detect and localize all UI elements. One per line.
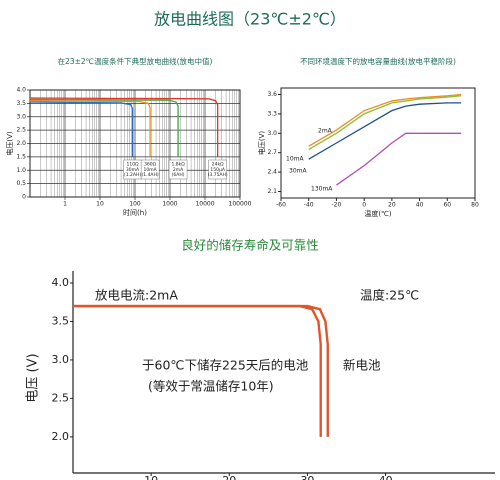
series-note: 10mA	[143, 167, 157, 173]
y-tick-label: 2.1	[267, 188, 277, 195]
plot-frame	[280, 87, 476, 199]
series-label-box	[168, 159, 188, 180]
x-tick-label: 10	[96, 201, 104, 208]
y-tick-label: 2.5	[16, 127, 26, 134]
x-tick-label: -20	[332, 202, 342, 209]
series-label: 360Ω	[144, 162, 157, 168]
series-note: (3.75AH)	[208, 172, 228, 178]
series-label: 10mA	[286, 156, 304, 163]
y-tick-label: 2.5	[52, 391, 70, 404]
x-tick-label: 40	[379, 474, 393, 480]
x-tick-label: -60	[276, 202, 286, 209]
y-tick-label: 1.0	[16, 167, 26, 174]
series-label: 110Ω	[127, 162, 140, 168]
series-note: (6AH)	[172, 172, 185, 178]
y-tick-label: 2.0	[52, 430, 70, 443]
x-axis-label: 温度(℃)	[364, 209, 392, 218]
series-label: 30mA	[289, 168, 307, 175]
y-tick-label: 4.0	[16, 87, 26, 94]
x-tick-label: 1	[63, 201, 67, 208]
series-label: 1.8kΩ	[171, 162, 185, 168]
y-axis-label: 电压 (V)	[26, 353, 41, 402]
y-tick-label: 0	[22, 194, 26, 201]
page-title: 放电曲线图（23℃±2℃）	[154, 10, 346, 29]
y-tick-label: 3.5	[16, 100, 26, 107]
series-note: (1.2AH)	[124, 172, 141, 178]
chart-subtitle: 在23±2℃温度条件下典型放电曲线(放电中值)	[58, 56, 213, 66]
series-label: 130mA	[311, 186, 333, 193]
series-line	[29, 98, 179, 157]
x-tick-label: 10000	[195, 201, 214, 208]
y-tick-label: 0.5	[16, 180, 26, 187]
x-tick-label: 1000	[162, 201, 177, 208]
x-tick-label: 20	[222, 474, 236, 480]
y-tick-label: 4.0	[52, 276, 70, 289]
annotation: (等效于常温储存10年)	[148, 379, 274, 394]
y-tick-label: 3.3	[267, 110, 277, 117]
series-line	[29, 100, 151, 157]
series-label: 24kΩ	[212, 162, 224, 168]
y-tick-label: 3.0	[52, 353, 70, 366]
series-label: 2mA	[318, 128, 333, 135]
x-tick-label: 40	[416, 202, 424, 209]
x-axis-label: 时间(h)	[123, 208, 147, 217]
series-line	[73, 304, 329, 437]
series-label-box	[140, 159, 160, 180]
y-tick-label: 2.0	[16, 140, 26, 147]
y-axis-label: 电压(V)	[257, 131, 266, 156]
annotation: 温度:25℃	[360, 288, 419, 303]
series-note: 2mA	[173, 167, 184, 173]
x-tick-label: 20	[388, 202, 396, 209]
y-tick-label: 2.4	[267, 169, 277, 176]
series-line	[29, 101, 134, 157]
y-tick-label: 3.0	[267, 130, 277, 137]
series-note: 30mA	[126, 167, 140, 173]
section-title: 良好的储存寿命及可靠性	[181, 238, 319, 253]
y-tick-label: 3.6	[267, 91, 277, 98]
x-tick-label: 100	[129, 201, 141, 208]
y-axis-label: 电压(V)	[5, 131, 14, 156]
annotation: 新电池	[343, 358, 381, 373]
x-tick-label: 10	[144, 474, 158, 480]
x-tick-label: 60	[443, 202, 451, 209]
chart-subtitle: 不同环境温度下的放电容量曲线(放电平稳阶段)	[300, 56, 456, 66]
series-note: (1.4AH)	[142, 172, 159, 178]
y-tick-label: 3.0	[16, 113, 26, 120]
x-tick-label: 80	[471, 202, 479, 209]
series-line	[29, 97, 219, 157]
y-tick-label: 3.5	[52, 314, 70, 327]
series-line	[308, 95, 462, 151]
series-label-box	[208, 159, 227, 180]
annotation: 于60℃下储存225天后的电池	[142, 358, 309, 373]
series-line	[308, 102, 462, 160]
x-tick-label: 30	[300, 474, 314, 480]
y-tick-label: 1.5	[16, 153, 26, 160]
y-tick-label: 2.7	[267, 149, 277, 156]
x-tick-label: 100000	[229, 201, 252, 208]
annotation: 放电电流:2mA	[95, 288, 178, 303]
series-note: 150μA	[210, 167, 225, 173]
x-tick-label: 0	[362, 202, 366, 209]
series-line	[308, 93, 462, 147]
x-tick-label: -40	[304, 202, 314, 209]
series-line	[336, 132, 462, 186]
plot-frame	[29, 89, 241, 198]
